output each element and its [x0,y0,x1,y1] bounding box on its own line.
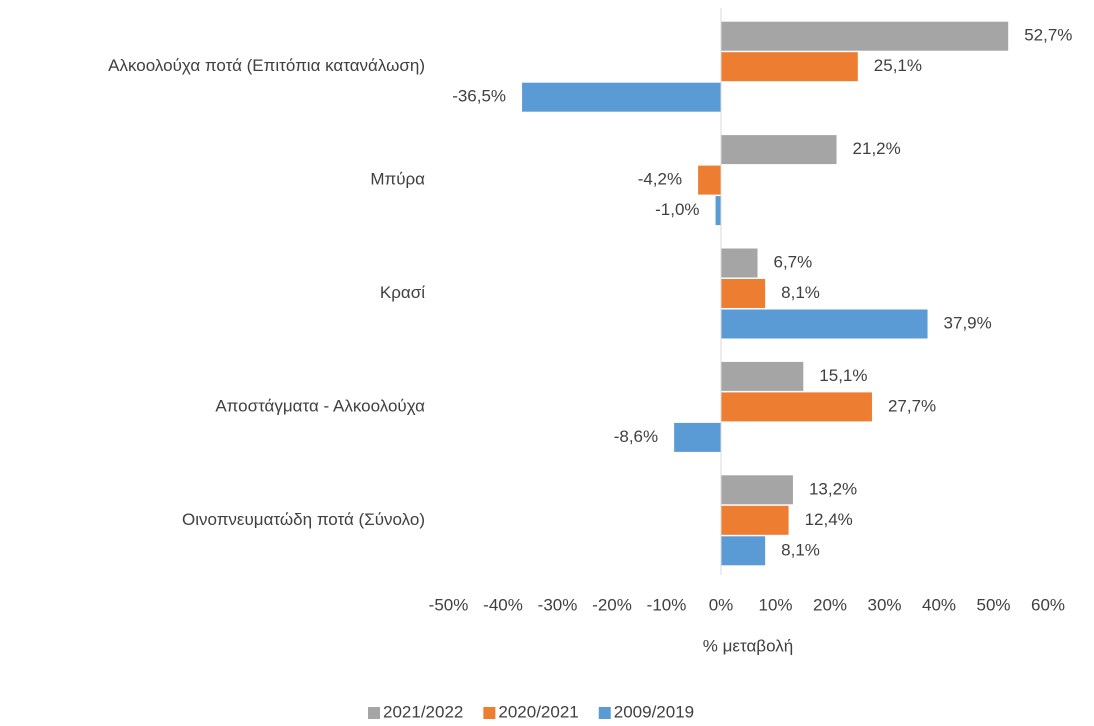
legend-label: 2009/2019 [614,702,694,721]
bar [721,309,928,339]
data-label: 13,2% [809,479,857,498]
category-label: Κρασί [380,283,425,302]
x-tick-label: 20% [813,595,847,614]
legend-swatch [368,707,380,719]
bar [721,248,758,278]
data-label: 37,9% [944,313,992,332]
x-tick-label: 50% [976,595,1010,614]
data-label: -1,0% [655,200,699,219]
bar [721,505,789,535]
data-label: -4,2% [638,170,682,189]
x-tick-label: -10% [647,595,687,614]
bar [715,196,721,226]
data-label: 15,1% [819,366,867,385]
data-label: 21,2% [853,139,901,158]
bar [721,536,766,566]
category-label: Αλκοολούχα ποτά (Επιτόπια κατανάλωση) [108,56,425,75]
bar [721,392,872,422]
bar [721,475,793,505]
data-label: 8,1% [781,283,820,302]
x-tick-label: -30% [538,595,578,614]
x-tick-label: 40% [922,595,956,614]
data-label: 52,7% [1024,26,1072,45]
data-label: 8,1% [781,540,820,559]
legend-swatch [483,707,496,719]
legend-swatch [598,707,611,719]
x-tick-label: -50% [429,595,469,614]
x-tick-label: 30% [867,595,901,614]
bar [721,279,766,308]
data-label: 27,7% [888,396,936,415]
data-label: -8,6% [614,427,658,446]
x-tick-label: 10% [758,595,792,614]
legend-label: 2021/2022 [383,702,463,721]
bar [721,361,804,391]
bar [721,52,858,82]
data-label: -36,5% [452,87,506,106]
data-label: 25,1% [874,56,922,75]
bar [674,422,721,452]
x-tick-label: -20% [592,595,632,614]
x-tick-label: 60% [1031,595,1065,614]
data-label: 6,7% [774,252,813,271]
legend-label: 2020/2021 [498,702,578,721]
bar [698,165,721,195]
category-label: Αποστάγματα - Αλκοολούχα [215,396,425,415]
x-tick-label: 0% [709,595,734,614]
bar [721,135,837,165]
data-label: 12,4% [805,510,853,529]
bar [522,82,721,112]
x-axis-label: % μεταβολή [703,636,793,655]
bar [721,21,1009,51]
category-label: Μπύρα [370,170,425,189]
category-label: Οινοπνευματώδη ποτά (Σύνολο) [182,510,425,529]
x-tick-label: -40% [483,595,523,614]
